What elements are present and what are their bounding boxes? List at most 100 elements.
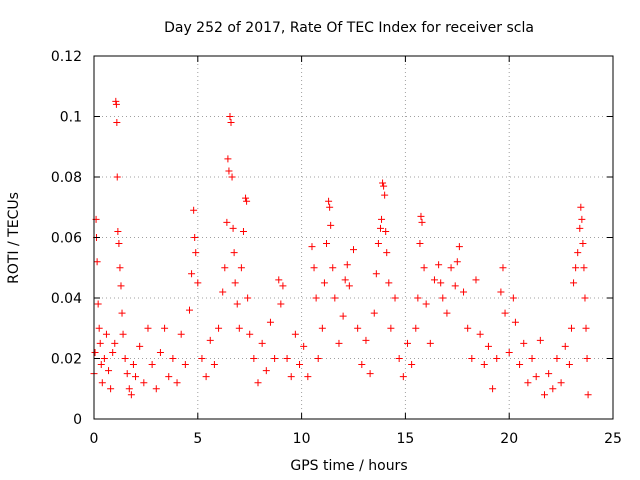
data-point [169, 355, 177, 362]
data-point [499, 264, 507, 272]
x-tick-label: 15 [396, 431, 414, 447]
data-point [416, 240, 424, 248]
data-point [105, 367, 113, 375]
data-point [188, 270, 196, 278]
data-point [156, 348, 164, 356]
data-point [102, 330, 110, 338]
data-point [480, 361, 488, 369]
x-tick-label: 10 [293, 431, 311, 447]
data-point [190, 206, 198, 214]
data-point [192, 249, 200, 257]
data-point [343, 261, 351, 269]
data-point [435, 261, 443, 269]
data-point [228, 173, 236, 181]
data-point [460, 288, 468, 296]
data-point [576, 224, 584, 232]
data-point [380, 182, 388, 190]
data-point [418, 218, 426, 226]
data-point [374, 240, 382, 248]
data-point [331, 294, 339, 302]
y-tick-label: 0.06 [51, 231, 82, 247]
data-point [226, 113, 234, 120]
data-point [304, 373, 312, 381]
data-point [227, 119, 235, 127]
data-point [385, 279, 393, 287]
data-point [540, 391, 548, 399]
data-point [115, 240, 123, 248]
data-point [567, 324, 575, 332]
data-point [239, 227, 247, 235]
data-point [327, 221, 335, 229]
data-point [283, 355, 291, 362]
data-point [528, 355, 536, 362]
data-point [185, 306, 193, 314]
data-point [93, 258, 101, 266]
data-point [579, 240, 587, 248]
data-point [532, 373, 540, 381]
data-point [191, 234, 199, 241]
data-points [90, 97, 592, 399]
data-point [127, 391, 135, 399]
data-point [181, 361, 189, 369]
data-point [242, 194, 250, 202]
data-point [557, 379, 565, 387]
data-point [287, 373, 295, 381]
data-point [350, 246, 357, 254]
data-point [430, 276, 438, 284]
data-point [140, 379, 148, 387]
data-point [308, 243, 316, 251]
data-point [561, 342, 569, 350]
data-point [455, 243, 463, 251]
y-tick-label: 0.1 [60, 110, 82, 126]
data-point [453, 258, 461, 266]
data-point [484, 342, 492, 350]
data-point [223, 218, 231, 226]
plot-frame [93, 55, 614, 420]
data-point [420, 264, 428, 272]
data-point [277, 300, 285, 308]
data-point [426, 339, 434, 347]
data-point [177, 330, 185, 338]
data-point [206, 336, 214, 344]
data-point [235, 324, 243, 332]
data-point [310, 264, 318, 272]
data-point [129, 361, 137, 369]
data-point [144, 324, 152, 332]
data-point [96, 339, 104, 347]
data-point [370, 309, 378, 317]
data-point [570, 279, 578, 287]
data-point [366, 370, 374, 378]
data-point [414, 294, 422, 302]
data-point [520, 339, 528, 347]
data-point [443, 309, 451, 317]
data-point [408, 361, 416, 369]
data-point [244, 294, 252, 302]
data-point [489, 385, 497, 393]
data-point [326, 203, 334, 211]
data-point [323, 240, 331, 248]
data-point [210, 361, 218, 369]
data-point [231, 279, 239, 287]
data-point [296, 361, 304, 369]
data-point [572, 264, 580, 272]
chart-title: Day 252 of 2017, Rate Of TEC Index for r… [164, 20, 534, 36]
data-point [354, 324, 362, 332]
data-point [100, 355, 108, 362]
data-point [358, 361, 366, 369]
data-point [219, 288, 227, 296]
data-point [339, 312, 347, 320]
data-point [509, 294, 517, 302]
data-point [94, 300, 102, 308]
y-tick-label: 0.04 [51, 291, 82, 307]
data-point [132, 373, 140, 381]
data-point [312, 294, 320, 302]
data-point [237, 264, 245, 272]
data-point [215, 324, 223, 332]
data-point [577, 203, 585, 211]
data-point [116, 264, 124, 272]
data-point [118, 309, 126, 317]
x-tick-label: 5 [193, 431, 202, 447]
data-point [516, 361, 524, 369]
data-point [258, 339, 266, 347]
data-point [125, 385, 133, 393]
